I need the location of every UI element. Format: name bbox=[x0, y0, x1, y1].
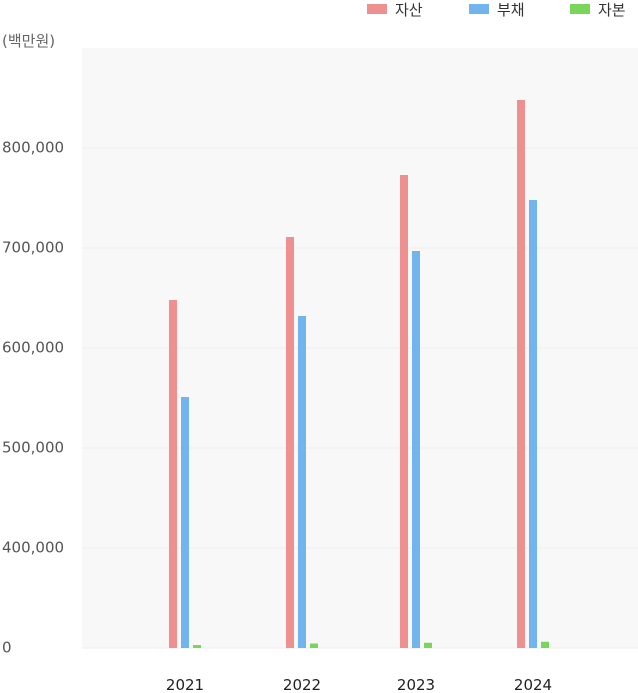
bar-자산-2022 bbox=[286, 237, 294, 648]
x-tick-label: 2023 bbox=[397, 676, 435, 693]
bar-부채-2024 bbox=[529, 200, 537, 648]
legend-swatch-자산 bbox=[367, 4, 387, 14]
y-tick-label: 400,000 bbox=[2, 539, 64, 557]
y-tick-label: 500,000 bbox=[2, 439, 64, 457]
x-tick-label: 2022 bbox=[283, 676, 321, 693]
legend-label: 부채 bbox=[497, 1, 525, 19]
bar-자본-2022 bbox=[310, 643, 318, 648]
bar-부채-2021 bbox=[181, 397, 189, 648]
legend: 자산 부채 자본 bbox=[367, 1, 626, 19]
x-axis-ticks: 2021 2022 2023 2024 bbox=[166, 676, 552, 693]
legend-label: 자산 bbox=[395, 1, 423, 19]
y-tick-label: 0 bbox=[2, 639, 12, 657]
bars bbox=[169, 100, 549, 648]
x-tick-label: 2024 bbox=[514, 676, 552, 693]
bar-부채-2022 bbox=[298, 316, 306, 648]
bar-부채-2023 bbox=[412, 251, 420, 648]
y-tick-label: 700,000 bbox=[2, 239, 64, 257]
bar-자본-2024 bbox=[541, 641, 549, 648]
x-tick-label: 2021 bbox=[166, 676, 204, 693]
bar-자산-2024 bbox=[517, 100, 525, 648]
bar-자산-2021 bbox=[169, 300, 177, 648]
y-tick-label: 600,000 bbox=[2, 339, 64, 357]
legend-swatch-부채 bbox=[469, 4, 489, 14]
y-axis-unit-label: (백만원) bbox=[2, 32, 55, 50]
legend-swatch-자본 bbox=[570, 4, 590, 14]
y-tick-label: 800,000 bbox=[2, 139, 64, 157]
legend-label: 자본 bbox=[598, 1, 626, 19]
bar-자산-2023 bbox=[400, 175, 408, 648]
bar-자본-2023 bbox=[424, 642, 432, 648]
bar-자본-2021 bbox=[193, 645, 201, 648]
y-axis-ticks: 0 400,000 500,000 600,000 700,000 800,000 bbox=[2, 139, 64, 657]
